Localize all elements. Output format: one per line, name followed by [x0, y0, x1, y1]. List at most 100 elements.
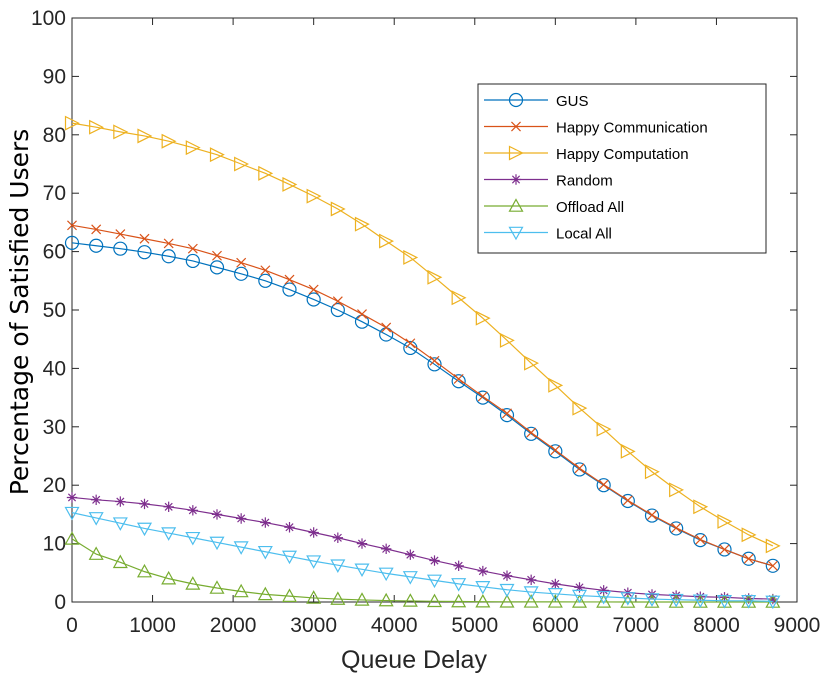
data-point-random: [767, 593, 779, 605]
data-point-happy-communication: [381, 322, 392, 333]
data-point-offload-all: [354, 592, 370, 606]
data-point-random: [235, 513, 247, 524]
y-axis-label: Percentage of Satisfied Users: [5, 129, 34, 496]
data-point-random: [66, 492, 78, 503]
data-point-local-all: [668, 593, 684, 608]
data-point-random: [525, 574, 537, 586]
data-point-happy-computation: [548, 377, 564, 393]
data-point-happy-computation: [717, 513, 733, 529]
data-point-local-all: [209, 536, 225, 551]
data-point-happy-communication: [671, 522, 682, 533]
legend-item-offload-all: Offload All: [484, 198, 624, 216]
x-axis-label: Queue Delay: [341, 646, 487, 674]
legend-label: Random: [556, 173, 613, 190]
data-point-happy-computation: [693, 499, 709, 515]
data-point-happy-computation: [258, 165, 274, 181]
data-point-happy-communication: [139, 233, 150, 244]
data-point-happy-computation: [209, 147, 225, 163]
legend-item-happy-communication: Happy Communication: [484, 120, 708, 137]
data-point-offload-all: [451, 593, 467, 608]
data-point-local-all: [741, 595, 757, 609]
data-point-local-all: [475, 581, 491, 595]
data-point-offload-all: [209, 580, 225, 594]
data-point-local-all: [547, 588, 563, 602]
data-point-offload-all: [281, 588, 298, 602]
data-point-happy-communication: [453, 373, 464, 384]
data-point-happy-computation: [306, 188, 322, 204]
series-happy-computation: [64, 115, 781, 554]
data-point-happy-computation: [354, 216, 370, 232]
data-point-happy-computation: [475, 310, 491, 326]
data-point-random: [284, 522, 295, 533]
data-point-gus: [741, 551, 756, 566]
data-point-gus: [451, 374, 466, 389]
data-point-gus: [89, 238, 104, 253]
data-point-happy-communication: [502, 408, 512, 419]
data-point-local-all: [136, 522, 153, 537]
data-point-local-all: [765, 595, 781, 610]
data-point-random: [501, 570, 513, 581]
data-point-happy-computation: [403, 249, 419, 265]
data-point-local-all: [64, 506, 80, 521]
data-point-random: [211, 509, 223, 520]
data-point-local-all: [499, 583, 515, 598]
data-point-happy-communication: [212, 250, 222, 261]
data-point-happy-communication: [284, 274, 295, 285]
data-point-happy-communication: [695, 534, 706, 545]
data-point-offload-all: [571, 594, 588, 608]
data-point-local-all: [426, 574, 443, 589]
data-point-local-all: [354, 563, 370, 578]
data-point-gus: [354, 314, 370, 329]
data-point-random: [115, 496, 126, 507]
data-point-happy-computation: [427, 269, 443, 285]
legend-box: [477, 83, 767, 254]
data-point-random: [356, 538, 368, 549]
x-tick-label: 9000: [774, 614, 821, 637]
data-point-local-all: [161, 527, 177, 541]
data-point-gus: [427, 357, 442, 372]
data-point-random: [187, 505, 199, 516]
data-point-gus: [596, 478, 611, 493]
data-point-gus: [524, 426, 539, 441]
y-tick-label: 0: [54, 591, 66, 614]
data-point-gus: [669, 521, 684, 536]
data-point-local-all: [571, 589, 588, 604]
x-tick-label: 3000: [290, 614, 337, 637]
data-point-offload-all: [378, 592, 394, 607]
data-point-happy-communication: [236, 257, 247, 268]
data-point-random: [453, 560, 464, 571]
series-line-happy-communication: [71, 224, 774, 567]
data-point-random: [695, 591, 706, 602]
data-point-happy-communication: [163, 238, 174, 249]
y-axis: 0 10 20 30 40 50 60 70 80 90 100: [31, 7, 797, 614]
data-point-offload-all: [88, 546, 104, 560]
legend-label: Happy Computation: [556, 146, 689, 163]
data-point-happy-computation: [765, 538, 781, 554]
data-point-happy-computation: [596, 421, 612, 437]
y-tick-label: 40: [43, 357, 66, 380]
data-point-happy-communication: [526, 427, 537, 438]
data-point-legend-offload-all: [508, 198, 524, 212]
data-point-local-all: [185, 531, 201, 546]
data-point-happy-communication: [308, 284, 319, 295]
data-point-happy-computation: [379, 233, 395, 249]
data-point-happy-computation: [282, 176, 298, 192]
data-point-offload-all: [112, 554, 128, 569]
series-layer: [64, 115, 781, 610]
data-point-gus: [185, 253, 200, 269]
data-point-happy-communication: [574, 463, 585, 474]
data-point-gus: [765, 558, 780, 573]
data-point-gus: [258, 273, 273, 288]
data-point-offload-all: [475, 593, 491, 608]
data-point-local-all: [257, 545, 273, 560]
data-point-offload-all: [644, 594, 660, 608]
data-point-gus: [620, 493, 635, 509]
data-point-happy-computation: [644, 464, 660, 480]
data-point-happy-communication: [357, 309, 367, 320]
y-tick-label: 80: [43, 124, 66, 147]
data-point-happy-computation: [64, 115, 80, 131]
data-point-offload-all: [402, 593, 418, 607]
data-point-happy-communication: [187, 243, 198, 254]
data-point-happy-computation: [620, 443, 636, 459]
data-point-happy-computation: [499, 332, 515, 348]
